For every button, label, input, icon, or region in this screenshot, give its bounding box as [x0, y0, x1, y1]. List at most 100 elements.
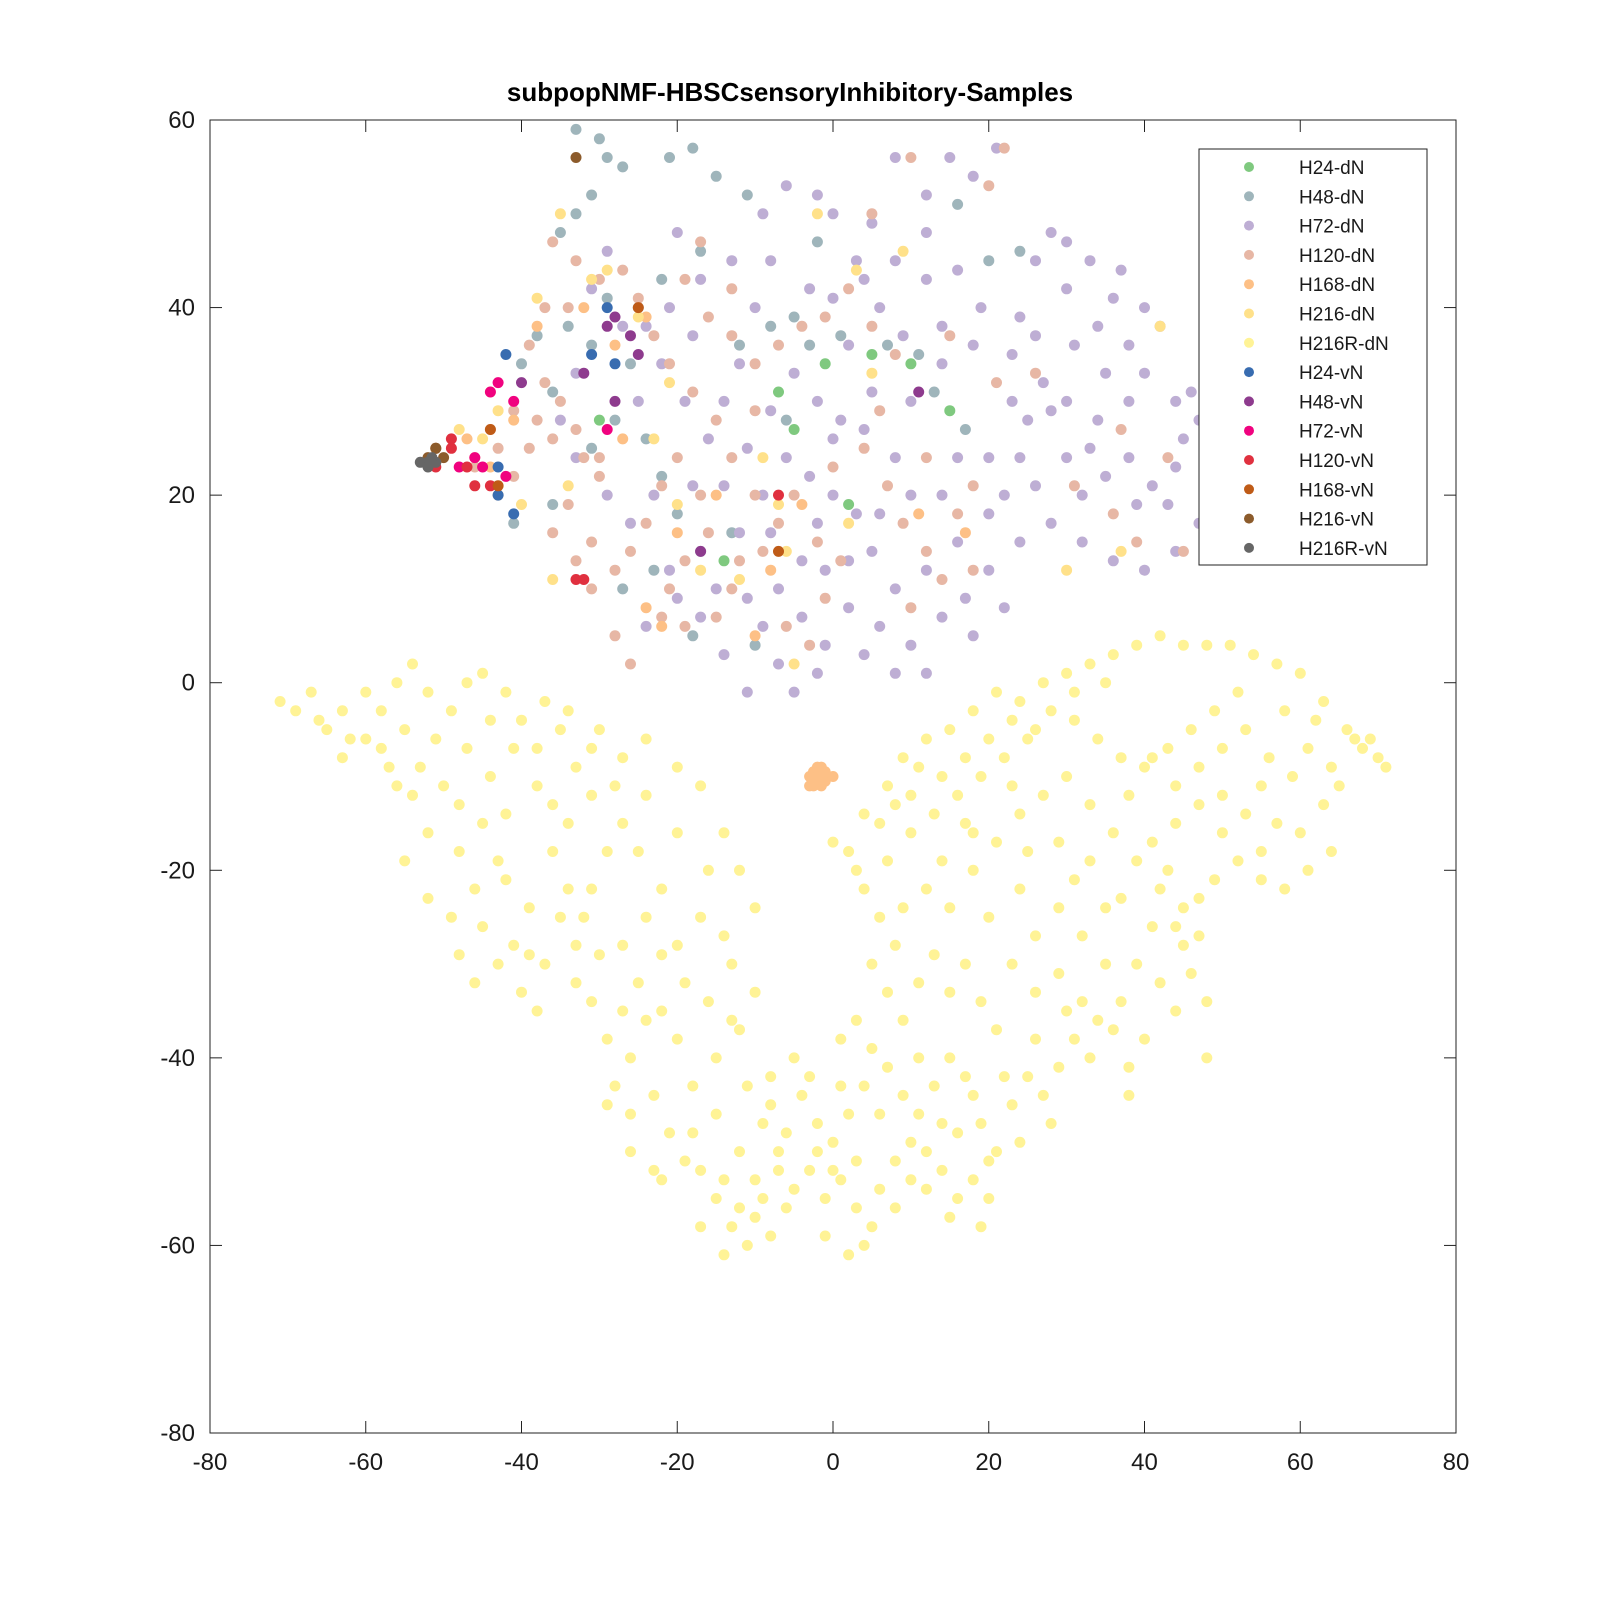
data-point — [531, 780, 543, 792]
data-point — [484, 714, 496, 726]
data-point — [1100, 367, 1112, 379]
data-point — [983, 508, 995, 520]
data-point — [757, 1193, 769, 1204]
data-point — [578, 302, 590, 314]
data-point — [827, 489, 839, 501]
data-point — [889, 1155, 901, 1167]
data-point — [679, 273, 691, 285]
data-point — [274, 696, 286, 707]
data-point — [656, 611, 668, 623]
data-point — [1279, 883, 1291, 895]
data-point — [1177, 545, 1189, 557]
data-point — [920, 189, 932, 201]
legend-item: H168-dN — [1244, 275, 1375, 296]
legend-label: H48-vN — [1299, 392, 1363, 413]
data-point — [1014, 1136, 1026, 1148]
data-point — [710, 583, 722, 595]
data-point — [1076, 489, 1088, 501]
data-point — [804, 339, 816, 351]
data-point — [710, 1193, 722, 1204]
data-point — [741, 1080, 753, 1092]
data-point — [897, 245, 909, 257]
data-point — [920, 545, 932, 557]
data-point — [625, 1108, 636, 1120]
data-point — [710, 1052, 722, 1064]
legend-marker — [1244, 249, 1254, 260]
data-point — [1240, 808, 1252, 820]
data-point — [804, 639, 816, 651]
data-point — [500, 470, 512, 482]
data-point — [936, 771, 948, 782]
data-point — [562, 705, 574, 717]
data-point — [773, 658, 784, 670]
data-point — [687, 142, 699, 154]
data-point — [959, 1071, 971, 1083]
data-point — [967, 827, 979, 839]
legend-box — [1198, 148, 1428, 566]
data-point — [671, 508, 683, 520]
data-point — [773, 489, 784, 501]
data-point — [757, 489, 769, 501]
data-point — [1357, 742, 1368, 754]
data-point — [765, 527, 777, 539]
data-point — [593, 414, 605, 426]
data-point — [508, 405, 520, 417]
data-point — [827, 461, 839, 473]
series-H216R-dN — [274, 630, 1392, 1261]
data-point — [998, 1071, 1010, 1083]
data-point — [625, 330, 636, 342]
data-point — [1061, 564, 1073, 576]
data-point — [492, 405, 504, 417]
legend-label: H168-vN — [1299, 480, 1374, 501]
data-point — [414, 761, 426, 773]
data-point — [710, 489, 722, 501]
data-point — [866, 545, 878, 557]
data-point — [1201, 1052, 1213, 1064]
data-point — [593, 724, 605, 736]
data-point — [889, 799, 901, 811]
data-point — [375, 705, 387, 717]
data-point — [920, 1146, 932, 1158]
data-point — [1271, 658, 1283, 670]
data-point — [539, 302, 551, 314]
data-point — [773, 386, 784, 398]
data-point — [1014, 696, 1026, 707]
data-point — [695, 236, 707, 248]
data-point — [601, 320, 613, 332]
data-point — [1107, 1024, 1119, 1036]
data-point — [469, 452, 481, 464]
data-point — [656, 470, 668, 482]
data-point — [1030, 480, 1041, 492]
data-point — [1053, 902, 1065, 914]
data-point — [983, 452, 995, 464]
data-point — [554, 911, 566, 923]
series-H72-dN — [554, 142, 1221, 698]
data-point — [718, 555, 730, 567]
data-point — [788, 489, 800, 501]
data-point — [874, 1183, 886, 1195]
data-point — [554, 414, 566, 426]
data-point — [773, 499, 784, 510]
data-point — [570, 761, 582, 773]
data-point — [469, 480, 481, 492]
data-point — [1107, 827, 1119, 839]
data-point — [1076, 996, 1088, 1008]
data-point — [913, 508, 925, 520]
data-point — [1123, 452, 1135, 464]
data-point — [609, 630, 621, 642]
data-point — [967, 1089, 979, 1101]
data-point — [1146, 921, 1158, 933]
data-point — [975, 302, 987, 314]
data-point — [1216, 789, 1228, 801]
data-point — [1185, 386, 1197, 398]
data-point — [1006, 1099, 1018, 1111]
data-point — [710, 1108, 722, 1120]
data-point — [835, 1080, 847, 1092]
data-point — [671, 452, 683, 464]
data-point — [1131, 855, 1143, 867]
data-point — [508, 742, 520, 754]
data-point — [796, 611, 808, 623]
data-point — [1053, 968, 1065, 979]
data-point — [640, 911, 652, 923]
data-point — [586, 442, 598, 454]
